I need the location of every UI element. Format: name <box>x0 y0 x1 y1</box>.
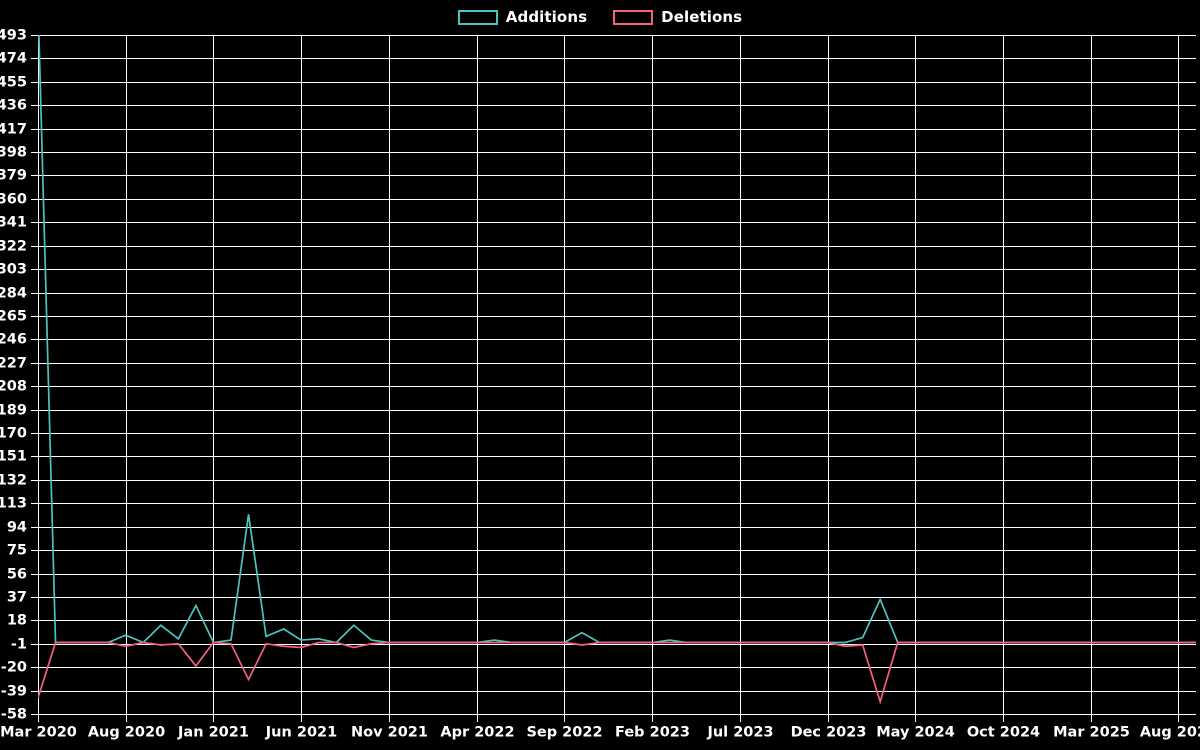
y-axis-tick-label: 474 <box>0 51 27 67</box>
x-axis-tick-label: Jul 2023 <box>706 725 773 741</box>
legend-swatch-additions <box>457 9 498 25</box>
data-series-group <box>38 35 1196 705</box>
y-axis-tick-label: 37 <box>7 590 27 606</box>
y-axis-tick-label: 265 <box>0 309 27 325</box>
y-axis-tick-label: 132 <box>0 473 27 489</box>
y-axis-tick-label: 113 <box>0 496 27 512</box>
x-axis-tick-label: May 2024 <box>876 725 955 741</box>
x-axis-tick-label: Dec 2023 <box>791 725 867 741</box>
y-axis-tick-label: 284 <box>0 286 27 302</box>
legend-label-deletions: Deletions <box>661 7 743 26</box>
y-axis-tick-label: 360 <box>0 192 27 208</box>
y-axis-tick-label: 18 <box>7 613 27 629</box>
y-axis-tick-label: 417 <box>0 122 27 138</box>
y-axis-tick-label: -39 <box>1 684 27 700</box>
legend-entry-additions[interactable]: Additions <box>457 7 588 26</box>
x-axis-tick-label: Apr 2022 <box>440 725 514 741</box>
x-axis-tick-label: Mar 2020 <box>0 725 77 741</box>
y-axis-tick-label: 379 <box>0 168 27 184</box>
y-axis-tick-label: 341 <box>0 215 27 231</box>
y-axis-tick-label: -1 <box>11 637 27 653</box>
axis-lines <box>37 35 1196 722</box>
y-axis-tick-label: 436 <box>0 98 27 114</box>
y-axis-tick-label: 56 <box>7 567 27 583</box>
y-axis-tick-label: 151 <box>0 449 27 465</box>
x-axis-tick-labels: Mar 2020 Aug 2020 Jan 2021 Jun 2021 Nov 2021… <box>0 725 1200 741</box>
y-axis-tick-label: 170 <box>0 426 27 442</box>
gridlines <box>38 34 1196 716</box>
series-line-deletions <box>38 641 1196 705</box>
x-axis-tick-label: Mar 2025 <box>1053 725 1130 741</box>
y-axis-tick-label: 94 <box>7 520 27 536</box>
x-axis-tick-label: Oct 2024 <box>967 725 1040 741</box>
legend-entry-deletions[interactable]: Deletions <box>613 7 743 26</box>
y-axis-tick-label: 246 <box>0 332 27 348</box>
legend-swatch-deletions <box>613 9 654 25</box>
y-axis-tick-label: 189 <box>0 403 27 419</box>
y-axis-tick-label: 303 <box>0 262 27 278</box>
x-axis-tick-label: Feb 2023 <box>615 725 690 741</box>
legend-label-additions: Additions <box>505 7 588 26</box>
chart-legend: Additions Deletions <box>0 0 1200 34</box>
y-axis-tick-label: 455 <box>0 75 27 91</box>
y-axis-tick-label: 493 <box>0 28 27 44</box>
series-clip-group <box>38 35 1196 705</box>
y-axis-tick-label: 227 <box>0 356 27 372</box>
y-axis-tick-label: -58 <box>1 707 27 723</box>
series-line-additions <box>38 35 1196 644</box>
y-axis-tick-label: 208 <box>0 379 27 395</box>
x-axis-tick-label: Nov 2021 <box>351 725 428 741</box>
x-axis-tick-label: Aug 2025 <box>1140 725 1200 741</box>
y-axis-tick-label: 75 <box>7 543 27 559</box>
x-axis-tick-label: Jan 2021 <box>177 725 249 741</box>
tickmarks <box>31 34 1180 722</box>
y-axis-tick-label: 322 <box>0 239 27 255</box>
x-axis-tick-label: Aug 2020 <box>88 725 165 741</box>
y-axis-tick-label: 398 <box>0 145 27 161</box>
x-axis-tick-label: Sep 2022 <box>526 725 602 741</box>
y-axis-tick-labels: 493 474 455 436 417 398 379 360 341 322 303 284 265 2… <box>0 28 27 723</box>
x-axis-tick-label: Jun 2021 <box>265 725 337 741</box>
y-axis-tick-label: -20 <box>1 660 27 676</box>
